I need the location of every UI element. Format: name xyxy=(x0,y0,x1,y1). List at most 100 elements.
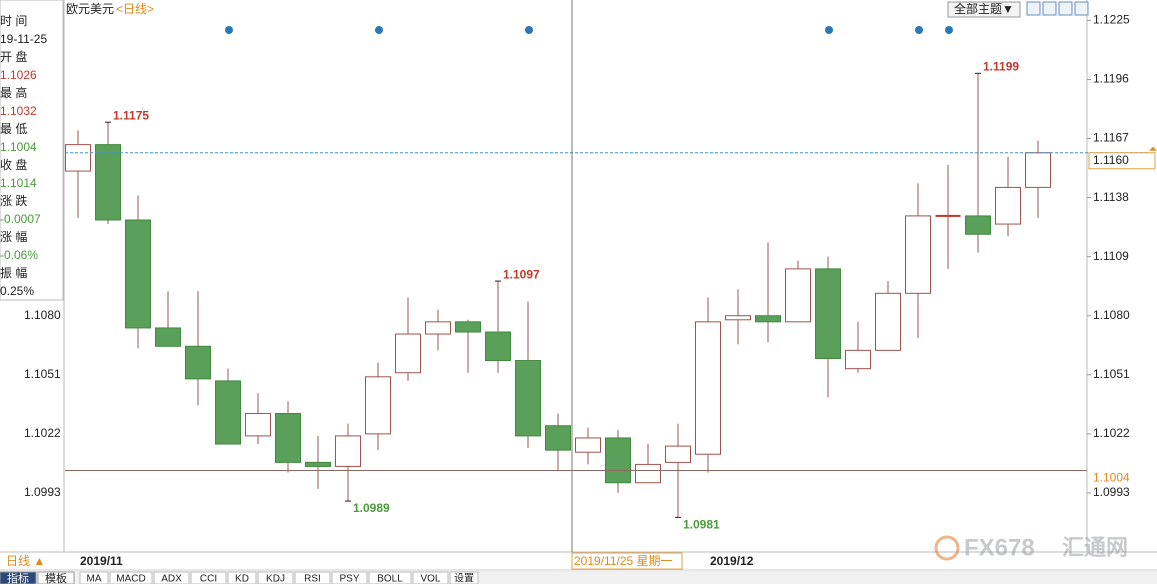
indicator-button[interactable] xyxy=(190,571,227,584)
event-marker[interactable] xyxy=(825,26,833,34)
event-marker[interactable] xyxy=(225,26,233,34)
indicator-button[interactable] xyxy=(294,571,331,584)
candle-body[interactable] xyxy=(365,376,391,435)
info-panel xyxy=(0,0,64,301)
candle-body[interactable] xyxy=(245,412,271,437)
y-tick-label: 1.1167 xyxy=(1093,131,1129,145)
candle-body[interactable] xyxy=(575,437,601,453)
candle-body[interactable] xyxy=(635,463,661,484)
watermark-logo xyxy=(934,535,960,561)
candle-body[interactable] xyxy=(275,412,301,463)
candle-body[interactable] xyxy=(515,360,541,437)
indicator-label[interactable]: RSI xyxy=(304,574,321,584)
candle-body[interactable] xyxy=(845,349,871,370)
info-value: 19-11-25 xyxy=(0,32,47,46)
indicator-label[interactable]: ADX xyxy=(161,574,182,584)
indicator-button[interactable] xyxy=(79,571,109,584)
indicator-label[interactable]: MA xyxy=(87,574,102,584)
y-tick-label: 1.1225 xyxy=(1093,13,1130,27)
indicator-label[interactable]: KD xyxy=(235,574,249,584)
info-panel-rows: 时 间 19-11-25 开 盘 1.1026 最 高 1.1032 最 低 1.1004 收 … xyxy=(0,14,47,298)
candle-body[interactable] xyxy=(665,445,691,463)
indicator-label[interactable]: KDJ xyxy=(266,574,285,584)
y-tick-label: 1.1051 xyxy=(1093,367,1130,381)
candle-body[interactable] xyxy=(815,268,841,359)
event-marker[interactable] xyxy=(915,26,923,34)
indicator-button[interactable] xyxy=(331,571,368,584)
candle-body[interactable] xyxy=(755,315,781,323)
indicator-label[interactable]: VOL xyxy=(420,574,440,584)
candle-body[interactable] xyxy=(65,144,91,172)
info-label: 最 低 xyxy=(0,122,27,136)
last-price-label: 1.1160 xyxy=(1093,153,1129,167)
candle-body[interactable] xyxy=(305,461,331,467)
event-markers xyxy=(225,26,953,34)
candle-body[interactable] xyxy=(905,215,931,294)
indicator-button[interactable] xyxy=(257,571,294,584)
indicator-label[interactable]: CCI xyxy=(200,574,217,584)
candle-body[interactable] xyxy=(425,321,451,335)
watermark-text: 汇通网 xyxy=(1062,535,1128,560)
zoom-in-icon[interactable] xyxy=(1026,1,1041,16)
x-tick-label: 2019/11 xyxy=(80,554,123,568)
zoom-out-icon[interactable] xyxy=(1042,1,1057,16)
candle-body[interactable] xyxy=(935,214,961,217)
info-label: 涨 跌 xyxy=(0,193,27,208)
theme-button[interactable] xyxy=(947,1,1021,18)
toolbar-tab[interactable] xyxy=(37,571,75,584)
candle-body[interactable] xyxy=(155,327,181,347)
info-value: 1.1004 xyxy=(0,140,37,154)
candle-body[interactable] xyxy=(605,437,631,484)
watermark-text: FX678 xyxy=(964,534,1035,561)
indicator-button[interactable] xyxy=(412,571,449,584)
indicator-label[interactable]: MACD xyxy=(116,574,145,584)
candle-body[interactable] xyxy=(785,268,811,323)
event-marker[interactable] xyxy=(525,26,533,34)
indicator-button[interactable] xyxy=(368,571,412,584)
info-value: 1.1014 xyxy=(0,176,37,190)
indicator-button[interactable] xyxy=(449,571,479,584)
candle-body[interactable] xyxy=(1025,152,1051,188)
candle-body[interactable] xyxy=(335,435,361,467)
candle-body[interactable] xyxy=(185,345,211,380)
candle-body[interactable] xyxy=(395,333,421,374)
theme-button-label[interactable]: 全部主题▼ xyxy=(954,1,1014,16)
toolbar-icons xyxy=(1026,1,1089,16)
info-label: 时 间 xyxy=(0,14,27,28)
event-marker[interactable] xyxy=(945,26,953,34)
watermark: FX678 汇通网 xyxy=(934,534,1128,561)
last-price-box xyxy=(1088,152,1156,170)
indicator-label[interactable]: 设置 xyxy=(454,573,474,584)
candle-body[interactable] xyxy=(485,331,511,362)
indicator-label[interactable]: BOLL xyxy=(377,574,403,584)
toolbar-tab[interactable] xyxy=(0,571,37,584)
x-tick-label: 2019/12 xyxy=(710,554,754,568)
toolbar-tab-label[interactable]: 模板 xyxy=(45,571,67,584)
indicator-button[interactable] xyxy=(109,571,153,584)
candle-body[interactable] xyxy=(545,425,571,451)
y-tick-label: 1.1022 xyxy=(1093,426,1130,440)
candle-body[interactable] xyxy=(995,186,1021,225)
indicator-button[interactable] xyxy=(227,571,257,584)
y-tick-label: 1.1109 xyxy=(1093,249,1129,263)
candle-body[interactable] xyxy=(95,144,121,221)
chart-title: 欧元美元 xyxy=(66,2,114,16)
indicator-button[interactable] xyxy=(153,571,190,584)
candle-body[interactable] xyxy=(695,321,721,455)
event-marker[interactable] xyxy=(375,26,383,34)
indicator-label[interactable]: PSY xyxy=(339,574,359,584)
scroll-right-icon[interactable] xyxy=(1074,1,1089,16)
toolbar-tab-label[interactable]: 指标 xyxy=(7,571,29,584)
y-tick-label: 1.0993 xyxy=(24,485,61,499)
candle-body[interactable] xyxy=(125,219,151,329)
candle-body[interactable] xyxy=(965,215,991,235)
candle-body[interactable] xyxy=(215,380,241,445)
scroll-left-icon[interactable] xyxy=(1058,1,1073,16)
candle-body[interactable] xyxy=(455,321,481,333)
candle-body[interactable] xyxy=(875,292,901,351)
y-tick-label: 1.1138 xyxy=(1093,190,1129,204)
info-label: 振 幅 xyxy=(0,265,27,280)
candle-body[interactable] xyxy=(725,315,751,321)
period-selector[interactable]: 日线 ▲ xyxy=(6,554,45,568)
